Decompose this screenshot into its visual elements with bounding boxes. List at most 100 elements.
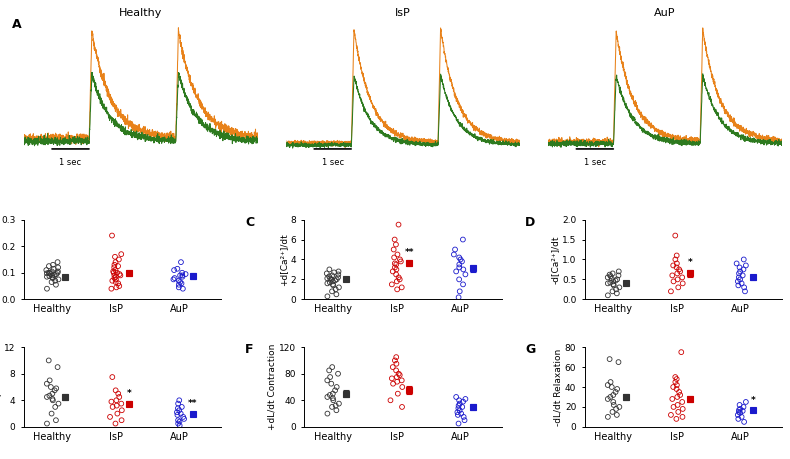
Point	[327, 397, 340, 404]
Point	[735, 413, 748, 420]
Title: Healthy: Healthy	[119, 8, 163, 18]
Point	[668, 278, 680, 285]
Point	[670, 415, 683, 423]
Point	[48, 271, 61, 279]
Point	[50, 385, 62, 392]
Point	[671, 393, 683, 401]
Point	[389, 264, 401, 271]
Point	[604, 355, 616, 363]
Point	[323, 367, 336, 374]
Point	[387, 246, 400, 253]
Point	[176, 272, 189, 279]
Point	[393, 276, 406, 283]
Point	[384, 397, 397, 404]
Point	[453, 264, 465, 271]
Point	[737, 403, 750, 411]
Point	[667, 262, 679, 269]
Point	[671, 375, 683, 383]
Point	[172, 277, 185, 285]
Point	[386, 375, 398, 382]
Point	[732, 415, 745, 423]
Point	[324, 373, 337, 381]
Point	[106, 373, 118, 381]
Point	[608, 401, 620, 409]
Point	[113, 270, 126, 278]
Point	[606, 288, 619, 295]
Point	[733, 401, 746, 409]
Point	[668, 403, 680, 411]
Point	[612, 268, 625, 275]
Point	[604, 271, 616, 278]
Point	[110, 276, 122, 283]
Point	[326, 390, 339, 397]
Point	[392, 390, 404, 397]
Point	[167, 276, 180, 283]
Point	[40, 420, 53, 427]
Point	[389, 241, 402, 248]
Point	[734, 276, 747, 283]
Point	[172, 420, 185, 427]
Point	[324, 275, 337, 282]
Point	[175, 410, 187, 417]
Point	[609, 388, 622, 396]
Point	[734, 409, 747, 417]
Point	[332, 271, 344, 278]
Point	[107, 269, 120, 276]
Point	[43, 357, 55, 364]
Point	[673, 388, 686, 396]
Point	[452, 402, 465, 409]
Point	[330, 276, 343, 283]
Point	[669, 256, 682, 263]
Point	[664, 288, 677, 295]
Point	[44, 270, 57, 278]
Point	[45, 410, 58, 417]
Point	[673, 266, 686, 273]
Point	[453, 288, 466, 295]
Point	[672, 284, 685, 291]
Point	[171, 265, 183, 273]
Point	[40, 393, 53, 401]
Point	[457, 236, 469, 243]
Point	[390, 360, 403, 368]
Point	[671, 381, 683, 389]
Point	[664, 411, 677, 419]
Point	[455, 410, 468, 417]
Point	[676, 280, 689, 287]
Point	[607, 270, 619, 277]
Point	[389, 260, 401, 267]
Point	[393, 371, 406, 379]
Point	[736, 407, 749, 414]
Point	[40, 285, 53, 292]
Point	[324, 279, 337, 286]
Point	[45, 278, 58, 285]
Point	[107, 403, 119, 411]
Point	[113, 282, 126, 290]
Point	[389, 367, 402, 374]
Point	[325, 380, 337, 387]
Point	[611, 290, 623, 297]
Text: 1 sec: 1 sec	[584, 158, 606, 168]
Point	[457, 281, 469, 288]
Point	[388, 254, 401, 261]
Point	[732, 274, 745, 281]
Point	[393, 274, 405, 281]
Point	[321, 377, 333, 384]
Point	[675, 348, 687, 356]
Point	[453, 397, 465, 404]
Point	[105, 398, 118, 405]
Point	[737, 256, 750, 263]
Point	[672, 276, 684, 283]
Point	[387, 380, 400, 387]
Point	[40, 273, 53, 280]
Point	[612, 272, 625, 279]
Point	[329, 386, 341, 394]
Point	[321, 270, 333, 277]
Point	[46, 274, 58, 281]
Point	[330, 291, 343, 298]
Point	[115, 400, 128, 407]
Point	[452, 294, 465, 301]
Point	[732, 270, 745, 277]
Point	[43, 263, 55, 270]
Point	[739, 288, 751, 295]
Point	[333, 400, 345, 407]
